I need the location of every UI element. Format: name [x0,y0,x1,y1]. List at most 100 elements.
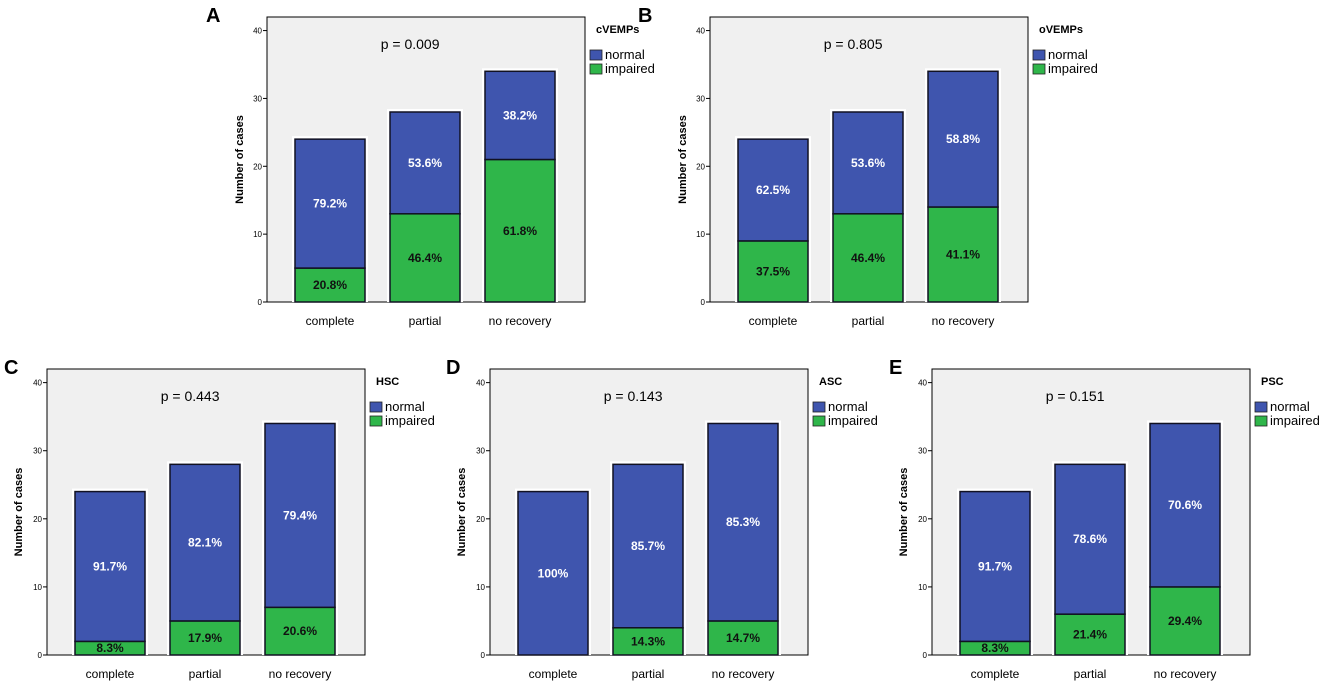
legend-label-impaired: impaired [1048,61,1098,76]
legend-swatch-normal [812,401,826,413]
bar-impaired [1149,586,1221,656]
legend-label-impaired: impaired [1270,413,1320,428]
category-label: complete [971,667,1020,681]
data-label-normal: 53.6% [851,156,885,170]
y-tick-label: 10 [33,583,42,592]
bar-normal [832,111,904,215]
data-label-normal: 82.1% [188,536,222,550]
bar-normal [264,422,336,609]
data-label-normal: 100% [538,566,569,580]
bar-impaired [294,267,366,303]
data-label-impaired: 29.4% [1168,614,1202,628]
legend-label-impaired: impaired [828,413,878,428]
bar-impaired [484,158,556,303]
data-label-normal: 91.7% [93,559,127,573]
category-label: partial [852,314,885,328]
bar-normal [707,422,779,622]
legend-swatch-impaired [369,415,383,427]
legend-label-impaired: impaired [385,413,435,428]
data-label-impaired: 8.3% [96,641,124,655]
y-tick-label: 0 [258,298,263,307]
category-label: no recovery [269,667,332,681]
panel-letter: B [638,5,652,27]
y-tick-label: 20 [918,515,927,524]
category-label: complete [529,667,578,681]
y-tick-label: 10 [476,583,485,592]
data-label-impaired: 14.3% [631,634,665,648]
category-label: complete [749,314,798,328]
bar-impaired [707,620,779,656]
data-label-normal: 38.2% [503,108,537,122]
legend-swatch-impaired [812,415,826,427]
y-tick-label: 30 [476,447,485,456]
legend-label-normal: normal [605,47,645,62]
data-label-impaired: 61.8% [503,224,537,238]
y-tick-label: 20 [33,515,42,524]
category-label: partial [409,314,442,328]
chart-panel-b: B 0 10 20 30 40 Number of cases p = 0.805 37.5% 6… [638,5,1098,328]
legend-title: PSC [1261,376,1284,388]
legend-title: HSC [376,376,399,388]
p-value-annotation: p = 0.443 [161,388,220,404]
bar-normal [294,138,366,269]
legend-swatch-normal [1032,49,1046,61]
category-label: partial [189,667,222,681]
p-value-annotation: p = 0.805 [824,36,883,52]
y-tick-label: 10 [918,583,927,592]
category-label: no recovery [489,314,552,328]
y-tick-label: 30 [33,447,42,456]
legend-swatch-impaired [1032,63,1046,75]
data-label-impaired: 20.6% [283,624,317,638]
data-label-normal: 78.6% [1073,532,1107,546]
panel-letter: E [889,357,902,379]
p-value-annotation: p = 0.143 [604,388,663,404]
data-label-normal: 62.5% [756,183,790,197]
y-tick-label: 10 [696,230,705,239]
y-tick-label: 10 [253,230,262,239]
panel-letter: C [4,357,18,379]
category-label: complete [306,314,355,328]
data-label-normal: 91.7% [978,559,1012,573]
bar-impaired [169,620,241,656]
bar-normal [1054,463,1126,615]
bar-impaired [737,240,809,303]
bar-impaired [389,213,461,303]
bar-normal [737,138,809,242]
chart-panel-e: E 0 10 20 30 40 Number of cases p = 0.151 8.3% 91… [889,357,1320,681]
legend-title: oVEMPs [1039,24,1083,36]
y-tick-label: 0 [38,651,43,660]
data-label-impaired: 8.3% [981,641,1009,655]
legend-label-impaired: impaired [605,61,655,76]
legend-label-normal: normal [828,399,868,414]
bar-impaired [927,206,999,303]
bar-impaired [832,213,904,303]
bar-normal [959,490,1031,643]
data-label-impaired: 21.4% [1073,628,1107,642]
p-value-annotation: p = 0.151 [1046,388,1105,404]
y-tick-label: 20 [253,162,262,171]
legend-label-normal: normal [385,399,425,414]
y-tick-label: 0 [481,651,486,660]
bar-normal [169,463,241,622]
y-tick-label: 40 [918,379,927,388]
data-label-normal: 85.3% [726,515,760,529]
category-label: partial [1074,667,1107,681]
y-axis-label: Number of cases [677,115,689,204]
category-label: no recovery [1154,667,1217,681]
y-tick-label: 40 [476,379,485,388]
data-label-normal: 79.2% [313,197,347,211]
legend-swatch-impaired [1254,415,1268,427]
legend-swatch-impaired [589,63,603,75]
y-tick-label: 20 [476,515,485,524]
category-label: complete [86,667,135,681]
bar-normal [389,111,461,215]
y-axis-label: Number of cases [13,468,25,557]
y-axis-label: Number of cases [456,468,468,557]
data-label-impaired: 17.9% [188,631,222,645]
y-tick-label: 40 [33,379,42,388]
p-value-annotation: p = 0.009 [381,36,440,52]
bar-impaired [612,627,684,656]
y-tick-label: 30 [918,447,927,456]
data-label-normal: 70.6% [1168,498,1202,512]
